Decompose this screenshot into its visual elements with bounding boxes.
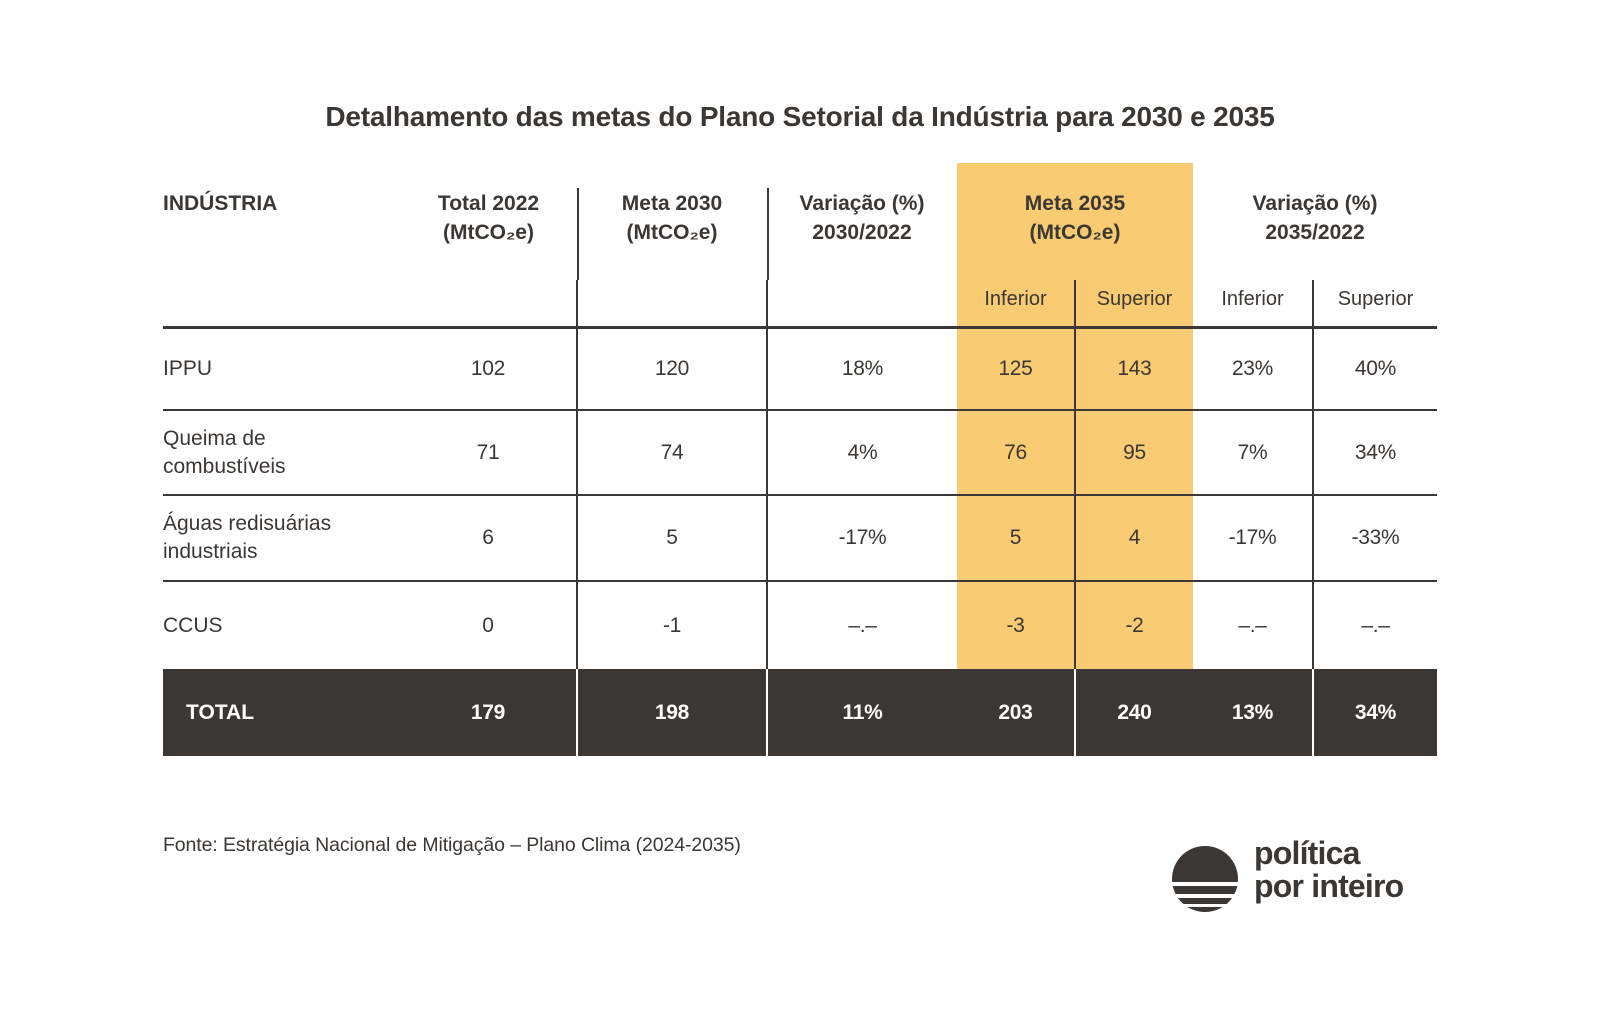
row-label-text: IPPU bbox=[163, 356, 213, 380]
cell-variacao-2035-inferior: 23% bbox=[1193, 327, 1313, 411]
column-header-total-2022: Total 2022 (MtCO₂e) bbox=[400, 163, 577, 280]
cell-variacao-2030: 4% bbox=[766, 410, 957, 496]
header-line: (MtCO₂e) bbox=[626, 220, 718, 244]
subheader-spacer bbox=[163, 280, 400, 329]
cell-meta-2035-inferior: 76 bbox=[957, 410, 1075, 496]
column-header-variacao-2030: Variação (%) 2030/2022 bbox=[767, 163, 957, 280]
sun-logo-icon bbox=[1172, 846, 1238, 912]
cell-meta-2035-superior: 4 bbox=[1074, 495, 1193, 582]
header-line: Meta 2030 bbox=[621, 192, 723, 215]
header-line: (MtCO₂e) bbox=[443, 220, 534, 244]
cell-variacao-2035-inferior: -17% bbox=[1193, 495, 1313, 582]
cell-meta-2035-superior: 143 bbox=[1074, 327, 1193, 411]
cell-meta-2030: 120 bbox=[576, 327, 767, 411]
cell-meta-2035-inferior: 203 bbox=[998, 700, 1033, 724]
header-line: Total 2022 bbox=[437, 192, 540, 215]
table-header-row: INDÚSTRIA Total 2022 (MtCO₂e) Meta 2030 … bbox=[163, 163, 1437, 280]
table-row-queima-de-combustiveis: Queima de combustíveis 71 74 4% 76 95 7%… bbox=[163, 410, 1437, 496]
cell-variacao-2035-superior: -33% bbox=[1312, 495, 1437, 582]
cell-variacao-2030: 18% bbox=[766, 327, 957, 411]
subheader-spacer bbox=[400, 280, 577, 329]
subheader-meta2035-superior: Superior bbox=[1074, 280, 1193, 329]
cell-variacao-2035-inferior: –.– bbox=[1238, 613, 1267, 637]
row-label: Queima de combustíveis bbox=[163, 410, 400, 496]
cell-total-2022: 102 bbox=[400, 327, 577, 411]
column-header-variacao-2035: Variação (%) 2035/2022 bbox=[1193, 163, 1437, 280]
cell-variacao-2035-superior: 40% bbox=[1312, 327, 1437, 411]
cell-total-2022: 71 bbox=[400, 410, 577, 496]
table-row-aguas-redisuarias-industriais: Águas redisuárias industriais 6 5 -17% 5… bbox=[163, 495, 1437, 582]
industry-targets-table: INDÚSTRIA Total 2022 (MtCO₂e) Meta 2030 … bbox=[163, 163, 1437, 756]
cell-variacao-2035-superior: –.– bbox=[1312, 581, 1437, 669]
cell-meta-2035-superior: -2 bbox=[1074, 581, 1193, 669]
subheader-var2035-superior: Superior bbox=[1312, 280, 1437, 329]
logo-wordmark-line2: por inteiro bbox=[1254, 867, 1404, 904]
row-label: IPPU bbox=[163, 327, 400, 411]
subheader-meta2035-inferior: Inferior bbox=[957, 280, 1075, 329]
header-line: (MtCO₂e) bbox=[1029, 220, 1121, 244]
cell-meta-2030: 5 bbox=[576, 495, 767, 582]
header-line: 2035/2022 bbox=[1265, 220, 1365, 244]
table-total-row: TOTAL 179 198 11% 203 240 13% 34% bbox=[163, 669, 1437, 756]
total-label: TOTAL bbox=[186, 700, 255, 724]
row-label-text: Águas redisuárias industriais bbox=[163, 512, 332, 563]
header-line: Meta 2035 bbox=[1024, 192, 1126, 215]
cell-total-2022: 0 bbox=[482, 613, 494, 637]
logo-wordmark-line1: política bbox=[1254, 835, 1360, 871]
page-title: Detalhamento das metas do Plano Setorial… bbox=[325, 101, 1275, 132]
source-note: Fonte: Estratégia Nacional de Mitigação … bbox=[163, 834, 741, 856]
logo-wordmark: política por inteiro bbox=[1254, 835, 1404, 904]
subheader-var2035-inferior: Inferior bbox=[1193, 280, 1313, 329]
cell-meta-2035-inferior: 5 bbox=[957, 495, 1075, 582]
cell-variacao-2035-inferior: 13% bbox=[1231, 700, 1274, 724]
cell-meta-2035-inferior: 125 bbox=[957, 327, 1075, 411]
row-label: CCUS bbox=[163, 581, 400, 669]
column-header-meta-2035: Meta 2035 (MtCO₂e) bbox=[957, 163, 1193, 280]
row-label-text: Queima de combustíveis bbox=[163, 426, 286, 478]
logo-dome bbox=[1172, 846, 1238, 882]
cell-meta-2035-superior: 240 bbox=[1074, 669, 1193, 756]
row-label-text: CCUS bbox=[163, 613, 223, 637]
cell-meta-2035-inferior: -3 bbox=[957, 581, 1075, 669]
table-row-ccus: CCUS 0 -1 –.– -3 -2 –.– –.– bbox=[163, 581, 1437, 669]
table-row-ippu: IPPU 102 120 18% 125 143 23% 40% bbox=[163, 327, 1437, 411]
row-label: Águas redisuárias industriais bbox=[163, 495, 400, 582]
cell-total-2022: 6 bbox=[400, 495, 577, 582]
column-header-meta-2030: Meta 2030 (MtCO₂e) bbox=[577, 163, 767, 280]
header-line: Variação (%) bbox=[1252, 192, 1378, 215]
table-subheader-row: Inferior Superior Inferior Superior bbox=[163, 280, 1437, 329]
cell-variacao-2035-superior: 34% bbox=[1312, 669, 1437, 756]
cell-meta-2030: 74 bbox=[576, 410, 767, 496]
cell-total-2022: 179 bbox=[470, 700, 506, 724]
cell-variacao-2030: –.– bbox=[766, 581, 957, 669]
subheader-spacer bbox=[766, 280, 957, 329]
cell-meta-2030: -1 bbox=[576, 581, 767, 669]
header-line: 2030/2022 bbox=[812, 220, 912, 244]
subheader-spacer bbox=[576, 280, 767, 329]
cell-meta-2035-superior: 95 bbox=[1074, 410, 1193, 496]
cell-variacao-2030: 11% bbox=[766, 669, 957, 756]
cell-meta-2030: 198 bbox=[576, 669, 767, 756]
cell-variacao-2030: -17% bbox=[766, 495, 957, 582]
column-header-industria: INDÚSTRIA bbox=[163, 192, 278, 215]
header-line: Variação (%) bbox=[799, 192, 925, 215]
cell-variacao-2035-inferior: 7% bbox=[1193, 410, 1313, 496]
cell-variacao-2035-superior: 34% bbox=[1312, 410, 1437, 496]
